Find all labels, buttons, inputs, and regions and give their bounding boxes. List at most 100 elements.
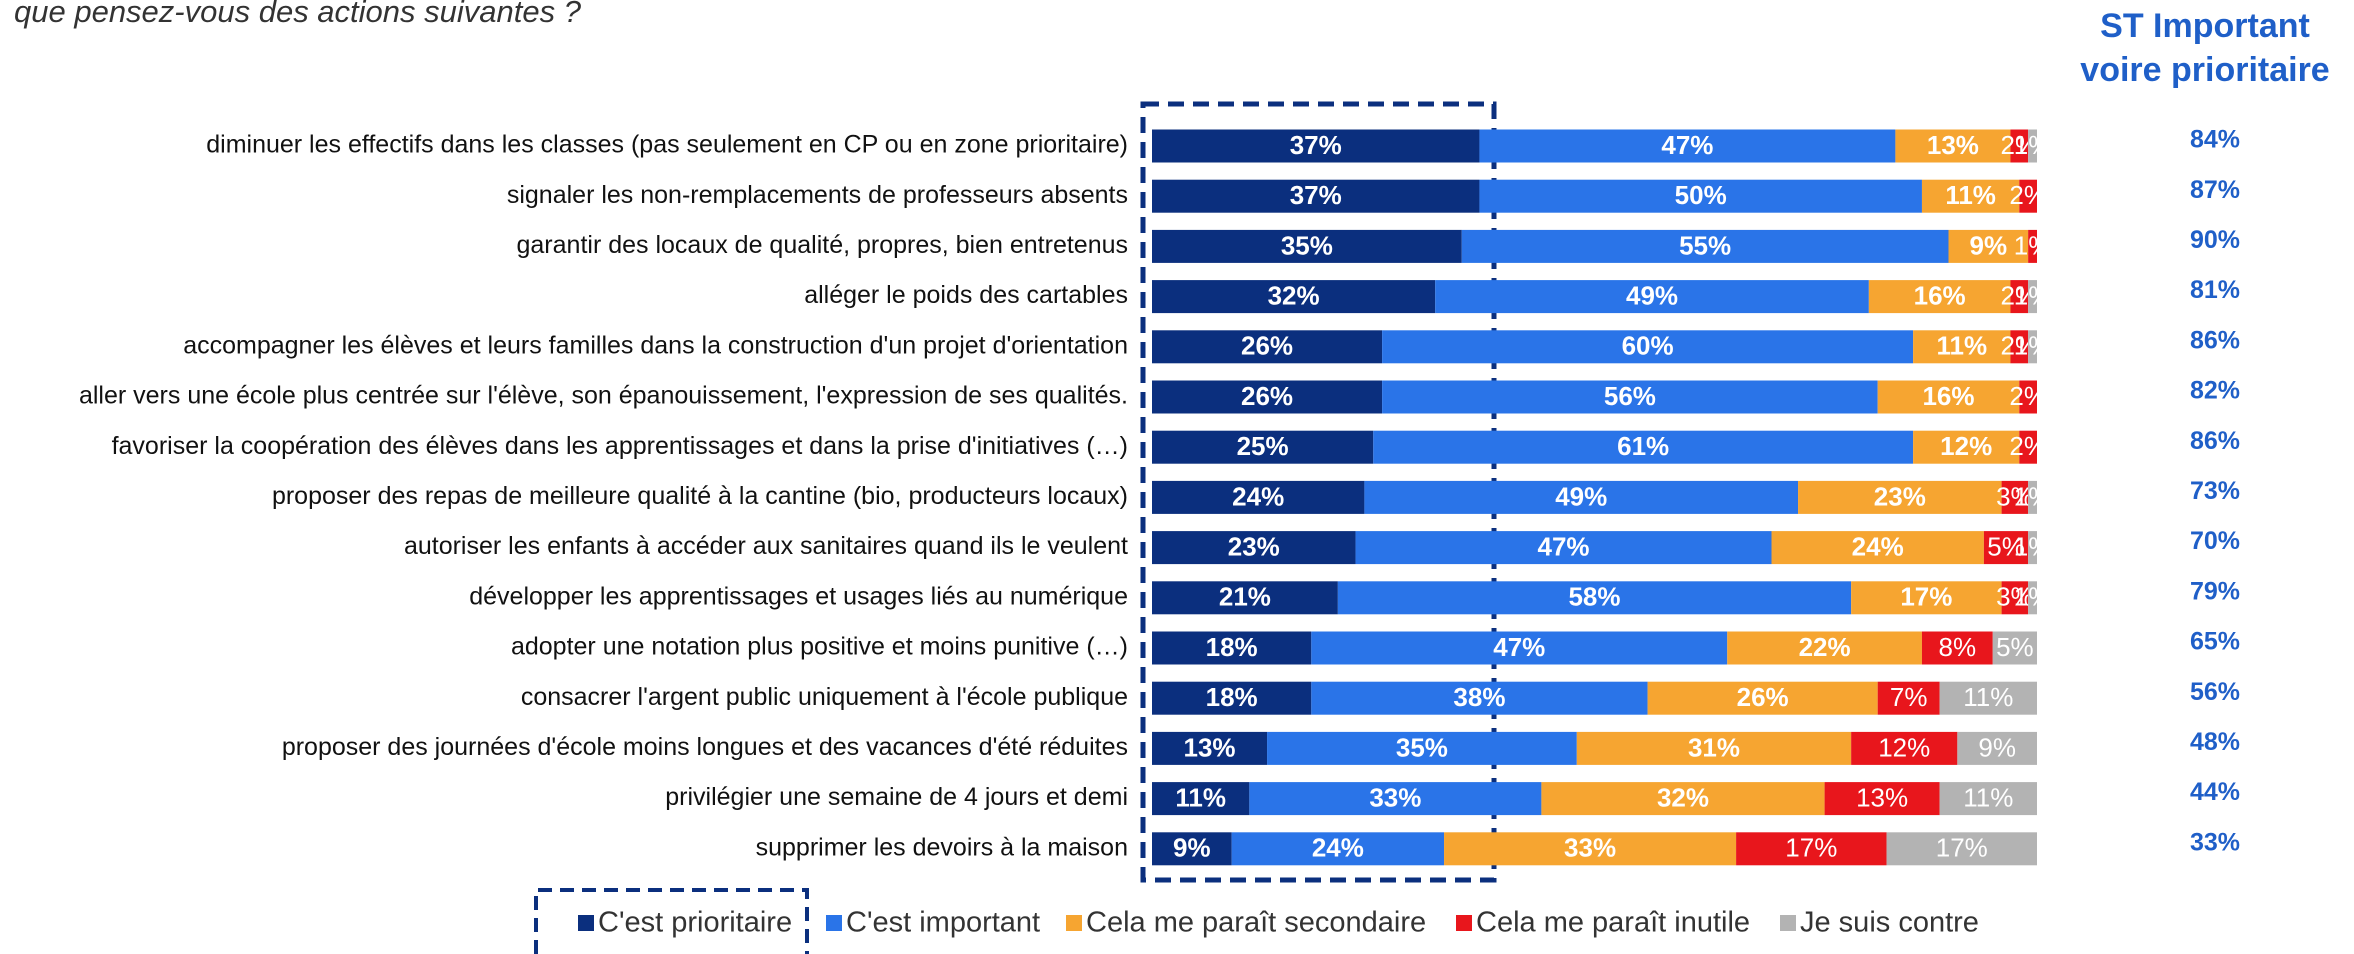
bar-segment [1957, 731, 2037, 765]
data-label: 18% [1206, 682, 1258, 712]
data-label: 9% [1978, 732, 2016, 762]
bar-segment [2001, 480, 2029, 514]
bar-segment [2010, 280, 2029, 314]
category-label: proposer des journées d'école moins long… [282, 733, 1128, 761]
bar-segment [1355, 531, 1772, 565]
st-value: 70% [2190, 527, 2240, 555]
data-label: 33% [1564, 833, 1616, 863]
bar-segment [2001, 581, 2029, 615]
bar-segment [1152, 531, 1356, 565]
data-label: 1% [2014, 531, 2052, 561]
data-label: 13% [1927, 130, 1979, 160]
bar-segment [1798, 480, 2002, 514]
st-value: 33% [2190, 828, 2240, 856]
bar-segment [1364, 480, 1799, 514]
data-label: 1% [2014, 582, 2052, 612]
bar-segment [1152, 782, 1250, 816]
data-label: 7% [1890, 682, 1928, 712]
data-label: 1% [2014, 280, 2052, 310]
bar-segment [1868, 280, 2011, 314]
bar-segment [1152, 581, 1338, 615]
data-label: 22% [1799, 632, 1851, 662]
category-label: supprimer les devoirs à la maison [756, 833, 1128, 861]
data-label: 9% [1173, 833, 1211, 863]
st-value: 79% [2190, 577, 2240, 605]
st-title: voire prioritaire [2080, 51, 2329, 89]
bar-segment [1727, 631, 1922, 665]
bar-segment [2028, 480, 2037, 514]
category-label: favoriser la coopération des élèves dans… [112, 432, 1128, 460]
data-label: 60% [1622, 331, 1674, 361]
data-label: 26% [1737, 682, 1789, 712]
data-label: 26% [1241, 381, 1293, 411]
st-value: 86% [2190, 427, 2240, 455]
st-value: 86% [2190, 326, 2240, 354]
st-value: 56% [2190, 678, 2240, 706]
data-label: 16% [1914, 280, 1966, 310]
bar-segment [1231, 832, 1445, 866]
data-label: 13% [1184, 732, 1236, 762]
data-label: 11% [1945, 180, 1996, 210]
bar-segment [2028, 531, 2037, 565]
data-label: 50% [1675, 180, 1727, 210]
data-label: 9% [1970, 230, 2008, 260]
category-label: garantir des locaux de qualité, propres,… [517, 231, 1129, 259]
bar-segment [1311, 681, 1648, 715]
data-label: 35% [1396, 732, 1448, 762]
category-label: accompagner les élèves et leurs familles… [183, 331, 1128, 359]
category-label: adopter une notation plus positive et mo… [511, 633, 1128, 661]
bar-segment [2028, 581, 2037, 615]
data-label: 47% [1538, 531, 1590, 561]
data-label: 17% [1900, 582, 1952, 612]
data-label: 37% [1290, 180, 1342, 210]
st-value: 81% [2190, 276, 2240, 304]
bar-segment [1152, 380, 1383, 414]
bar-segment [1851, 731, 1958, 765]
bar-segment [2010, 129, 2029, 163]
st-value: 73% [2190, 477, 2240, 505]
bar-segment [2028, 229, 2037, 263]
bar-segment [1311, 631, 1728, 665]
data-label: 2% [2009, 180, 2047, 210]
bar-segment [1152, 129, 1480, 163]
data-label: 12% [1940, 431, 1992, 461]
bar-segment [1921, 179, 2020, 213]
bar-segment [1373, 430, 1914, 464]
bar-segment [2019, 380, 2037, 414]
legend-swatch [578, 915, 594, 931]
bar-segment [1771, 531, 1984, 565]
data-label: 13% [1856, 782, 1908, 812]
data-label: 24% [1232, 481, 1284, 511]
category-label: développer les apprentissages et usages … [469, 582, 1128, 610]
data-label: 11% [1175, 782, 1226, 812]
legend-highlight-box [534, 888, 809, 954]
data-label: 1% [2014, 230, 2052, 260]
data-label: 3% [1996, 481, 2034, 511]
data-label: 1% [2014, 481, 2052, 511]
data-label: 1% [2014, 331, 2052, 361]
bar-segment [1992, 631, 2037, 665]
bar-segment [1939, 782, 2037, 816]
bar-segment [1877, 380, 2020, 414]
bar-segment [1152, 681, 1312, 715]
category-label: diminuer les effectifs dans les classes … [206, 131, 1128, 159]
data-label: 2% [2009, 381, 2047, 411]
bar-segment [1948, 229, 2029, 263]
bar-segment [1152, 280, 1436, 314]
data-label: 18% [1206, 632, 1258, 662]
legend-swatch [1780, 915, 1796, 931]
bar-segment [1851, 581, 2002, 615]
bar-segment [1824, 782, 1940, 816]
bar-segment [1921, 631, 1993, 665]
data-label: 47% [1661, 130, 1713, 160]
bar-segment [1152, 731, 1268, 765]
data-label: 23% [1228, 531, 1280, 561]
bar-segment [1647, 681, 1878, 715]
bar-segment [1983, 531, 2029, 565]
data-label: 24% [1852, 531, 1904, 561]
data-label: 17% [1785, 833, 1837, 863]
st-value: 82% [2190, 377, 2240, 405]
bar-segment [2019, 430, 2037, 464]
data-label: 21% [1219, 582, 1271, 612]
